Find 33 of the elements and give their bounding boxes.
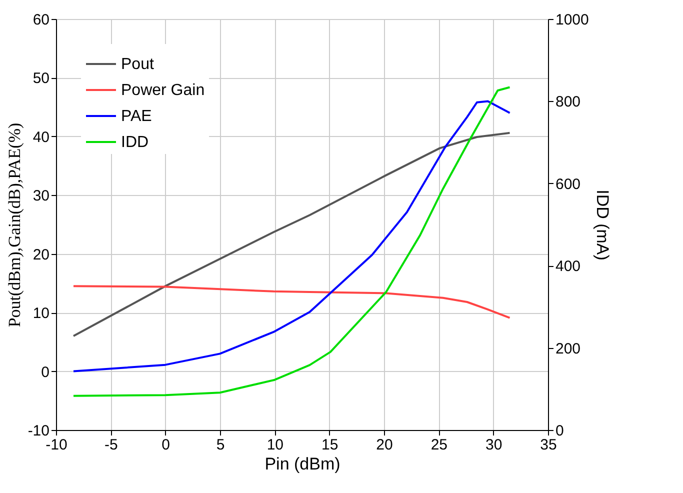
y-tick-label: 50 bbox=[32, 70, 50, 88]
line-series bbox=[72, 132, 511, 338]
legend-label: Power Gain bbox=[121, 82, 205, 99]
x-tick-label: -10 bbox=[46, 436, 68, 454]
x-tick-label: 5 bbox=[216, 436, 225, 454]
y-tick-label: 20 bbox=[32, 246, 50, 264]
y2-tick-label: 0 bbox=[556, 422, 564, 440]
y-tick-label: 60 bbox=[32, 12, 50, 28]
y-tick-label: 0 bbox=[41, 364, 50, 381]
y-axis-title: Pout(dBm),Gain(dB),PAE(%) bbox=[4, 122, 24, 328]
y2-axis-title: IDD (mA) bbox=[592, 190, 612, 260]
y-tick-label: 40 bbox=[32, 128, 50, 146]
x-tick-label: 10 bbox=[266, 436, 284, 454]
x-axis-title: Pin (dBm) bbox=[264, 454, 340, 474]
y2-tick-label: 1000 bbox=[556, 12, 589, 28]
x-tick-label: -5 bbox=[104, 436, 118, 454]
y-tick-label: -10 bbox=[28, 422, 50, 440]
x-tick-label: 15 bbox=[321, 436, 338, 454]
legend-label: PAE bbox=[121, 108, 152, 125]
x-tick-label: 0 bbox=[162, 436, 170, 454]
y-tick-label: 30 bbox=[32, 188, 50, 205]
y2-tick-label: 800 bbox=[556, 94, 581, 111]
x-tick-label: 20 bbox=[376, 436, 393, 454]
legend-label: IDD bbox=[121, 134, 149, 151]
x-tick-label: 35 bbox=[540, 436, 557, 454]
x-tick-label: 25 bbox=[430, 436, 448, 454]
legend-label: Pout bbox=[121, 56, 154, 73]
y2-tick-label: 200 bbox=[556, 340, 581, 358]
y2-tick-label: 400 bbox=[556, 258, 581, 276]
line-series bbox=[72, 285, 511, 319]
y2-tick-label: 600 bbox=[556, 176, 581, 193]
y-tick-label: 10 bbox=[32, 305, 50, 322]
x-tick-label: 30 bbox=[485, 436, 502, 454]
